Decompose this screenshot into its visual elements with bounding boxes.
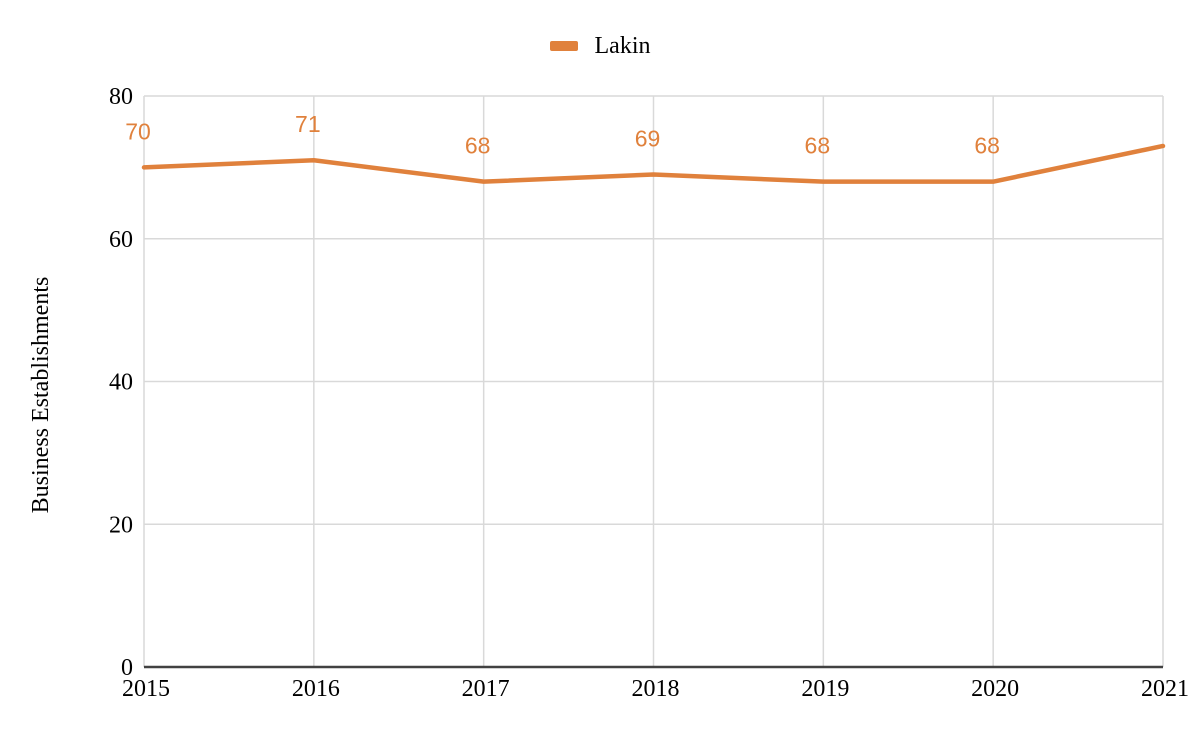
data-point-label: 68	[805, 133, 831, 159]
legend-label-lakin: Lakin	[594, 33, 651, 59]
y-tick-label: 20	[109, 512, 133, 538]
gridlines	[143, 95, 1164, 667]
x-tick-label: 2021	[1141, 676, 1189, 702]
legend-swatch-lakin	[549, 41, 578, 51]
data-point-label: 68	[465, 133, 491, 159]
x-tick-label: 2020	[971, 676, 1019, 702]
y-axis-title: Business Establishments	[28, 277, 54, 514]
x-tick-label: 2017	[462, 676, 510, 702]
chart-legend: Lakin	[0, 31, 1200, 61]
x-tick-label: 2019	[801, 676, 849, 702]
series-line-lakin	[141, 143, 1166, 184]
data-point-label: 68	[974, 133, 1000, 159]
data-point-label: 70	[125, 118, 151, 144]
y-tick-label: 80	[109, 84, 133, 110]
data-point-label: 69	[635, 126, 661, 152]
y-tick-label: 0	[121, 655, 133, 681]
data-point-label: 71	[295, 111, 321, 137]
data-series: 70 71 68 69 68 68	[125, 111, 1166, 184]
y-tick-label: 40	[109, 370, 133, 396]
x-tick-label: 2015	[122, 676, 170, 702]
x-tick-label: 2016	[292, 676, 340, 702]
y-tick-label: 60	[109, 227, 133, 253]
x-tick-label: 2018	[632, 676, 680, 702]
axis-labels: 2015 2016 2017 2018 2019 2020 2021 0 20 40 60 80	[109, 84, 1189, 702]
